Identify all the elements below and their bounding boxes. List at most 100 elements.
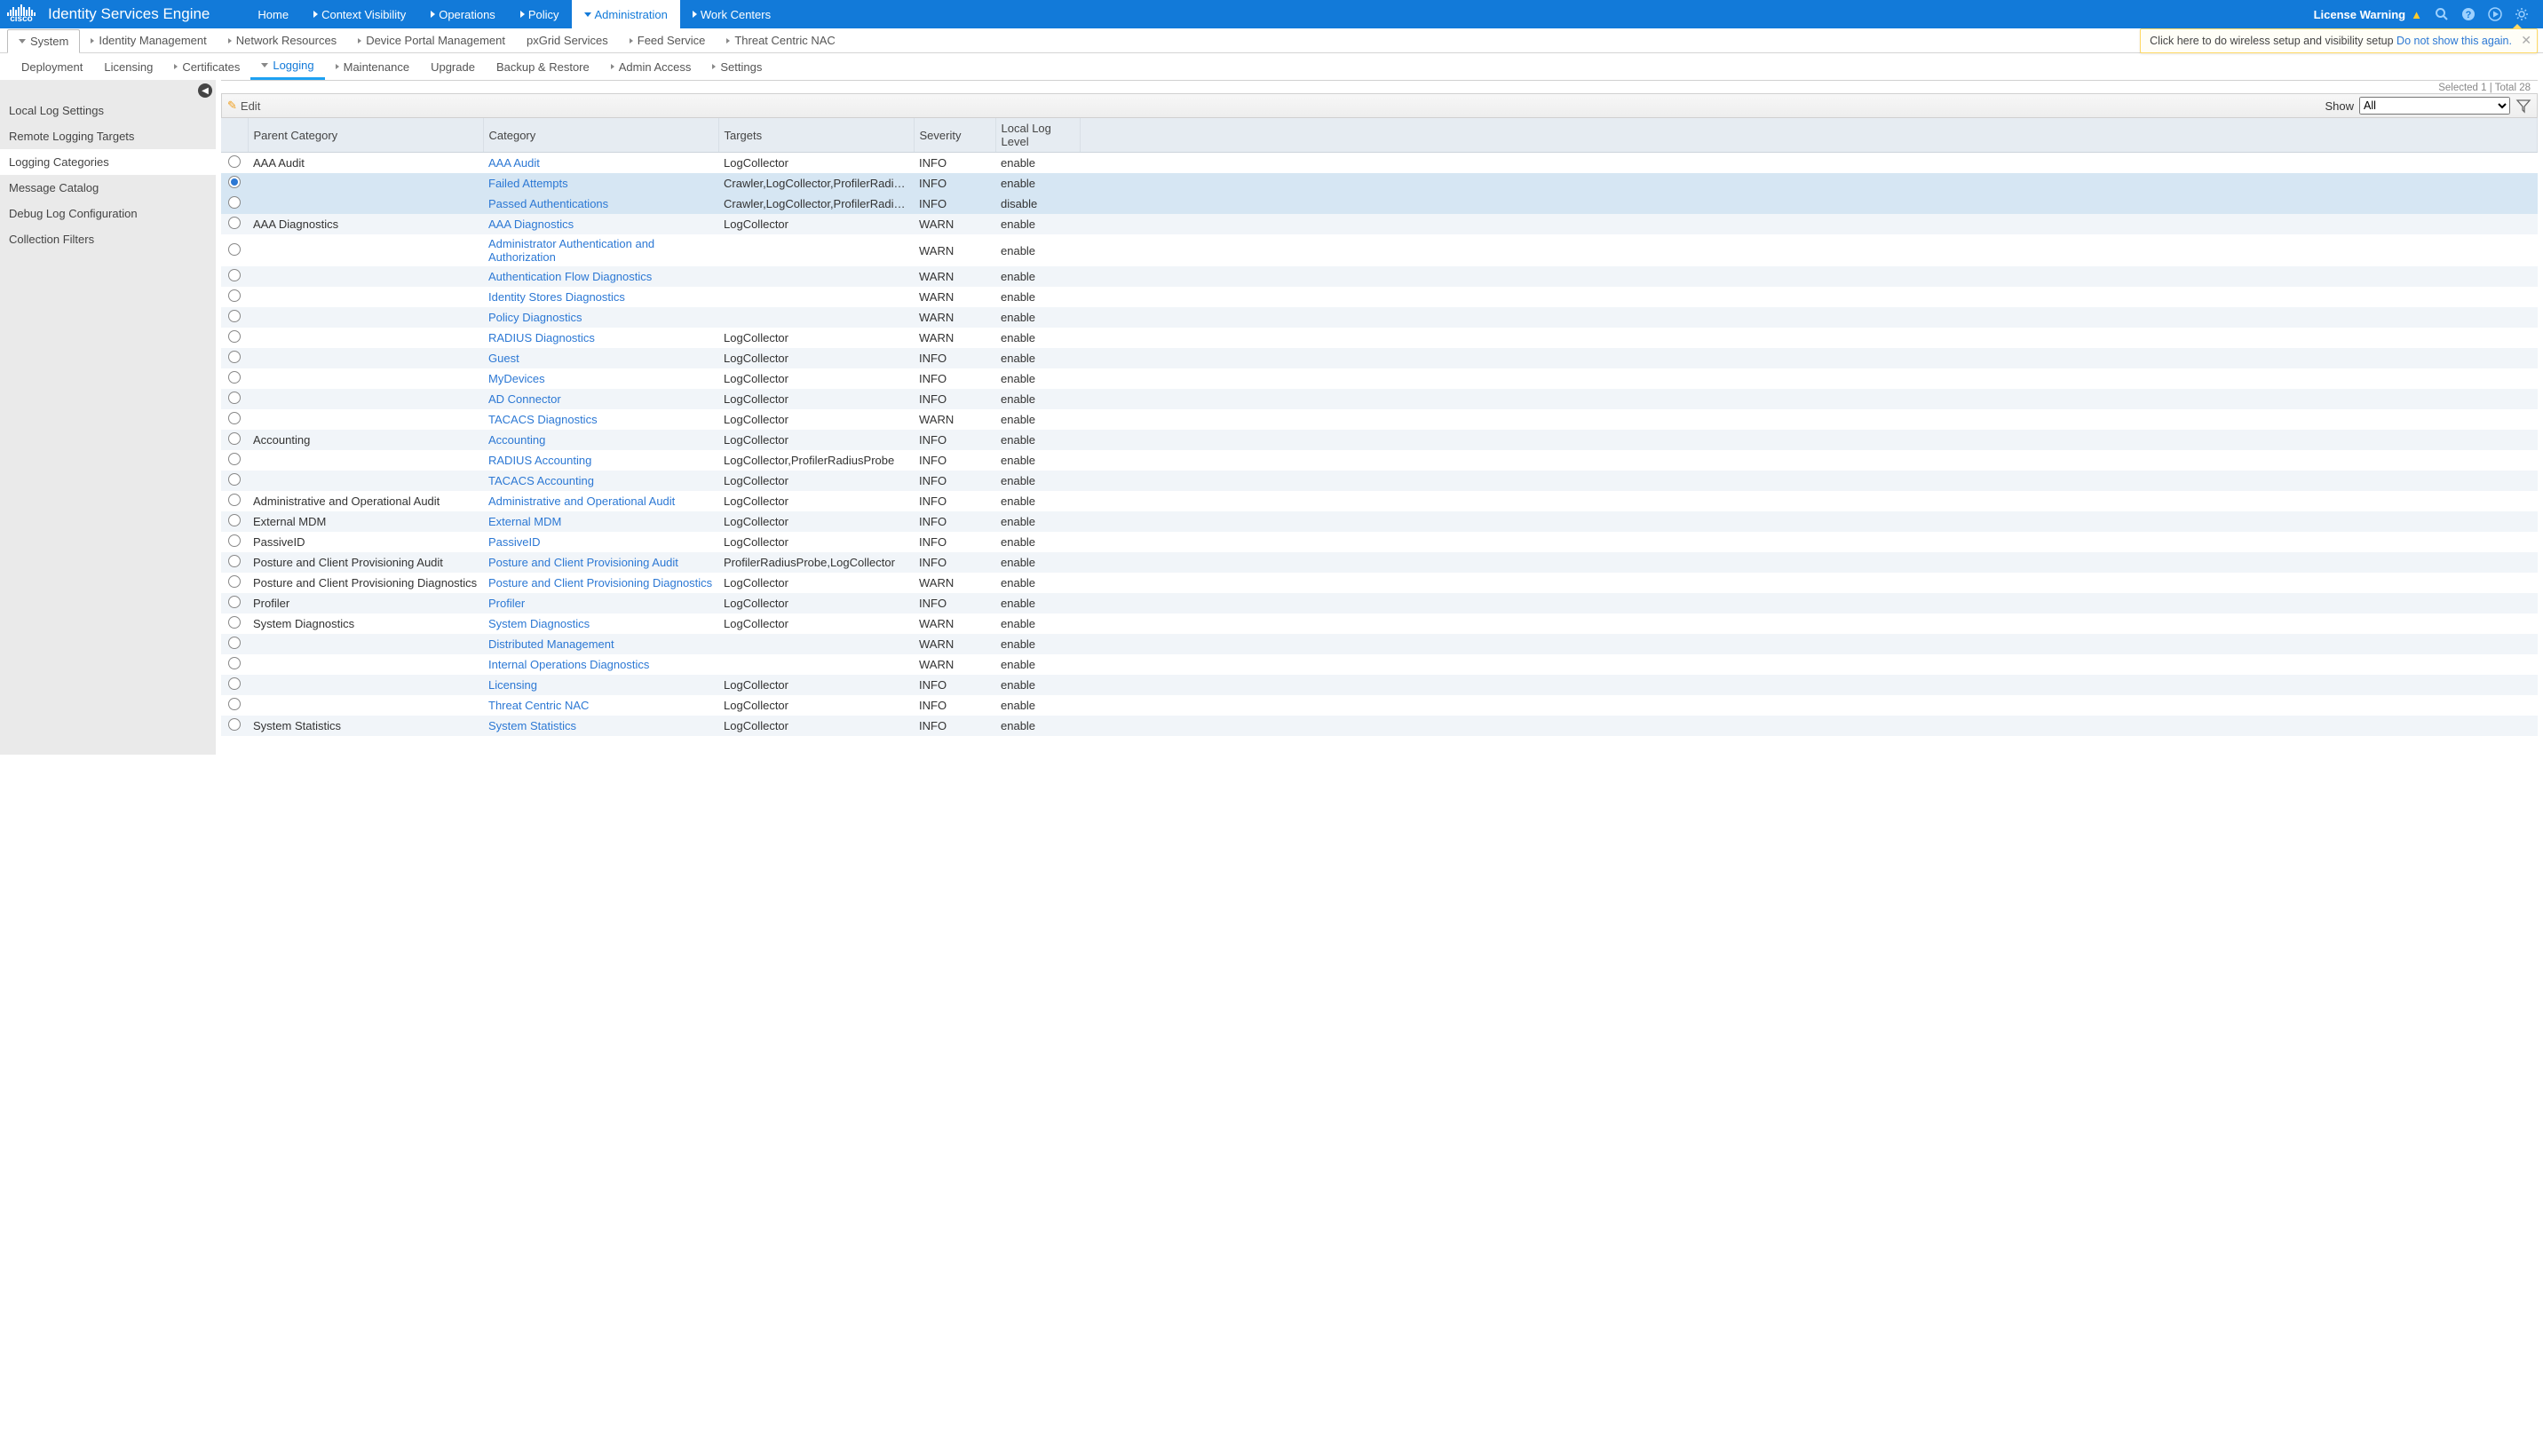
column-header[interactable]: Local Log Level xyxy=(995,118,1080,153)
table-row[interactable]: MyDevicesLogCollectorINFOenable xyxy=(221,368,2538,389)
subnav2-settings[interactable]: Settings xyxy=(701,53,772,80)
close-icon[interactable]: ✕ xyxy=(2521,33,2531,48)
nav-work-centers[interactable]: Work Centers xyxy=(680,0,783,28)
subnav-pxgrid[interactable]: pxGrid Services xyxy=(516,28,619,52)
table-row[interactable]: RADIUS AccountingLogCollector,ProfilerRa… xyxy=(221,450,2538,471)
show-select[interactable]: All xyxy=(2359,97,2510,115)
subnav-identity[interactable]: Identity Management xyxy=(80,28,217,52)
table-row[interactable]: TACACS AccountingLogCollectorINFOenable xyxy=(221,471,2538,491)
license-warning[interactable]: License Warning ▲ xyxy=(2314,8,2422,21)
row-radio[interactable] xyxy=(228,534,241,547)
category-link[interactable]: Posture and Client Provisioning Audit xyxy=(488,556,678,569)
table-row[interactable]: AAA DiagnosticsAAA DiagnosticsLogCollect… xyxy=(221,214,2538,234)
category-link[interactable]: AAA Audit xyxy=(488,156,540,170)
row-radio[interactable] xyxy=(228,677,241,690)
category-link[interactable]: MyDevices xyxy=(488,372,545,385)
category-link[interactable]: TACACS Diagnostics xyxy=(488,413,598,426)
row-radio[interactable] xyxy=(228,596,241,608)
row-radio[interactable] xyxy=(228,718,241,731)
row-radio[interactable] xyxy=(228,155,241,168)
column-header[interactable]: Targets xyxy=(718,118,914,153)
category-link[interactable]: AD Connector xyxy=(488,392,561,406)
nav-home[interactable]: Home xyxy=(245,0,301,28)
sidebar-item[interactable]: Remote Logging Targets xyxy=(0,123,216,149)
column-header[interactable] xyxy=(1080,118,2538,153)
row-radio[interactable] xyxy=(228,392,241,404)
category-link[interactable]: Internal Operations Diagnostics xyxy=(488,658,649,671)
gear-icon[interactable] xyxy=(2515,7,2529,21)
column-header[interactable] xyxy=(221,118,248,153)
category-link[interactable]: PassiveID xyxy=(488,535,541,549)
sidebar-item[interactable]: Message Catalog xyxy=(0,175,216,201)
row-radio[interactable] xyxy=(228,514,241,526)
table-row[interactable]: External MDMExternal MDMLogCollectorINFO… xyxy=(221,511,2538,532)
subnav2-backup[interactable]: Backup & Restore xyxy=(486,53,600,80)
row-radio[interactable] xyxy=(228,473,241,486)
category-link[interactable]: System Statistics xyxy=(488,719,576,732)
subnav2-licensing[interactable]: Licensing xyxy=(93,53,163,80)
category-link[interactable]: Distributed Management xyxy=(488,637,614,651)
row-radio[interactable] xyxy=(228,217,241,229)
table-row[interactable]: ProfilerProfilerLogCollectorINFOenable xyxy=(221,593,2538,613)
category-link[interactable]: External MDM xyxy=(488,515,561,528)
row-radio[interactable] xyxy=(228,453,241,465)
subnav2-certificates[interactable]: Certificates xyxy=(163,53,250,80)
sidebar-item[interactable]: Local Log Settings xyxy=(0,98,216,123)
table-row[interactable]: AD ConnectorLogCollectorINFOenable xyxy=(221,389,2538,409)
subnav-system[interactable]: System xyxy=(7,29,80,53)
row-radio[interactable] xyxy=(228,432,241,445)
table-row[interactable]: Internal Operations DiagnosticsWARNenabl… xyxy=(221,654,2538,675)
table-row[interactable]: LicensingLogCollectorINFOenable xyxy=(221,675,2538,695)
category-link[interactable]: RADIUS Diagnostics xyxy=(488,331,595,344)
category-link[interactable]: AAA Diagnostics xyxy=(488,218,574,231)
sidebar-item[interactable]: Collection Filters xyxy=(0,226,216,252)
notice-dismiss-link[interactable]: Do not show this again. xyxy=(2396,35,2512,47)
edit-button[interactable]: ✎Edit xyxy=(227,99,260,113)
collapse-sidebar-icon[interactable]: ◀ xyxy=(198,83,212,98)
sidebar-item[interactable]: Logging Categories xyxy=(0,149,216,175)
subnav-threat[interactable]: Threat Centric NAC xyxy=(716,28,845,52)
table-row[interactable]: Policy DiagnosticsWARNenable xyxy=(221,307,2538,328)
category-link[interactable]: Licensing xyxy=(488,678,537,692)
row-radio[interactable] xyxy=(228,330,241,343)
row-radio[interactable] xyxy=(228,698,241,710)
subnav2-logging[interactable]: Logging xyxy=(250,53,324,80)
row-radio[interactable] xyxy=(228,351,241,363)
table-row[interactable]: RADIUS DiagnosticsLogCollectorWARNenable xyxy=(221,328,2538,348)
nav-operations[interactable]: Operations xyxy=(418,0,508,28)
subnav-device[interactable]: Device Portal Management xyxy=(347,28,516,52)
search-icon[interactable] xyxy=(2435,7,2449,21)
table-row[interactable]: System DiagnosticsSystem DiagnosticsLogC… xyxy=(221,613,2538,634)
column-header[interactable]: Parent Category xyxy=(248,118,483,153)
filter-icon[interactable] xyxy=(2515,98,2531,114)
table-row[interactable]: Identity Stores DiagnosticsWARNenable xyxy=(221,287,2538,307)
row-radio[interactable] xyxy=(228,310,241,322)
table-row[interactable]: Failed AttemptsCrawler,LogCollector,Prof… xyxy=(221,173,2538,194)
category-link[interactable]: Posture and Client Provisioning Diagnost… xyxy=(488,576,712,590)
row-radio[interactable] xyxy=(228,494,241,506)
table-row[interactable]: GuestLogCollectorINFOenable xyxy=(221,348,2538,368)
category-link[interactable]: Profiler xyxy=(488,597,525,610)
subnav2-upgrade[interactable]: Upgrade xyxy=(420,53,486,80)
subnav2-maintenance[interactable]: Maintenance xyxy=(325,53,420,80)
row-radio[interactable] xyxy=(228,269,241,281)
category-link[interactable]: TACACS Accounting xyxy=(488,474,594,487)
category-link[interactable]: Policy Diagnostics xyxy=(488,311,582,324)
nav-context[interactable]: Context Visibility xyxy=(301,0,418,28)
row-radio[interactable] xyxy=(228,657,241,669)
row-radio[interactable] xyxy=(228,196,241,209)
column-header[interactable]: Severity xyxy=(914,118,995,153)
category-link[interactable]: Administrative and Operational Audit xyxy=(488,495,675,508)
row-radio[interactable] xyxy=(228,575,241,588)
subnav-feed[interactable]: Feed Service xyxy=(619,28,717,52)
row-radio[interactable] xyxy=(228,176,241,188)
subnav2-deployment[interactable]: Deployment xyxy=(11,53,93,80)
sidebar-item[interactable]: Debug Log Configuration xyxy=(0,201,216,226)
category-link[interactable]: Administrator Authentication and Authori… xyxy=(488,237,654,264)
table-row[interactable]: AccountingAccountingLogCollectorINFOenab… xyxy=(221,430,2538,450)
table-row[interactable]: Posture and Client Provisioning Diagnost… xyxy=(221,573,2538,593)
category-link[interactable]: RADIUS Accounting xyxy=(488,454,591,467)
category-link[interactable]: System Diagnostics xyxy=(488,617,590,630)
row-radio[interactable] xyxy=(228,555,241,567)
category-link[interactable]: Threat Centric NAC xyxy=(488,699,589,712)
